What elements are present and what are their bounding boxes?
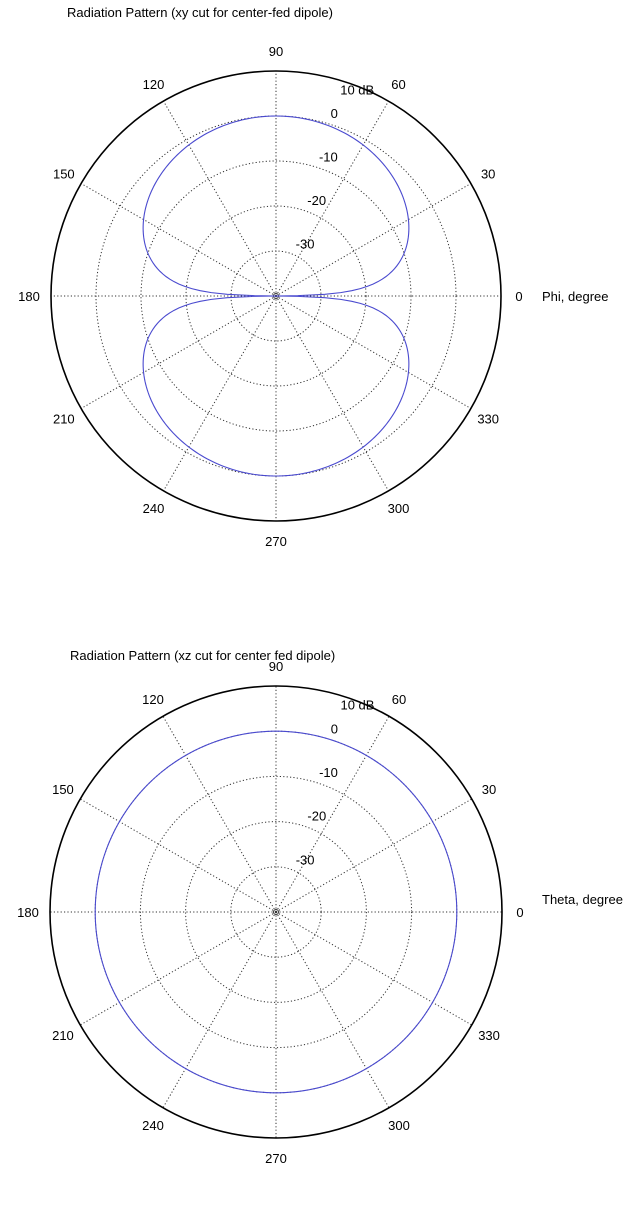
- grid-spoke: [162, 911, 277, 1108]
- grid-spoke: [162, 716, 277, 913]
- grid-ring: [185, 821, 367, 1003]
- radial-tick-label: -30: [296, 237, 315, 252]
- radial-tick-label: -10: [319, 150, 338, 165]
- grid-spoke: [275, 798, 472, 913]
- grid-spoke: [275, 911, 472, 1026]
- grid-ring: [140, 160, 412, 432]
- chart-title: Radiation Pattern (xy cut for center-fed…: [67, 5, 333, 20]
- grid-spoke: [275, 911, 390, 1108]
- pattern-series-line: [94, 730, 458, 1094]
- polar-plot-xz-cut: Radiation Pattern (xz cut for center fed…: [17, 648, 623, 1166]
- grid-spoke: [80, 295, 277, 409]
- angle-tick-label: 210: [52, 1028, 74, 1043]
- angle-axis-label: Theta, degree: [542, 892, 623, 907]
- grid-spoke: [80, 798, 277, 913]
- angle-tick-label: 330: [478, 1028, 500, 1043]
- angle-tick-label: 270: [265, 1151, 287, 1166]
- angle-tick-label: 180: [17, 905, 39, 920]
- angle-tick-label: 60: [391, 77, 405, 92]
- grid-spoke: [275, 100, 389, 297]
- grid-spoke: [275, 295, 389, 492]
- angle-tick-label: 150: [53, 167, 75, 182]
- grid-spoke: [275, 183, 472, 297]
- angle-tick-label: 210: [53, 412, 75, 427]
- angle-tick-label: 0: [516, 905, 523, 920]
- angle-tick-label: 270: [265, 534, 287, 549]
- angle-tick-label: 90: [269, 44, 283, 59]
- angle-tick-label: 150: [52, 782, 74, 797]
- angle-tick-label: 300: [388, 501, 410, 516]
- grid-spoke: [163, 295, 277, 492]
- angle-tick-label: 0: [515, 289, 522, 304]
- angle-tick-label: 240: [142, 1118, 164, 1133]
- outer-ring: [49, 685, 503, 1139]
- radial-tick-label: -10: [319, 765, 338, 780]
- grid-spoke: [163, 100, 277, 297]
- radial-tick-label: -30: [296, 852, 315, 867]
- angle-axis-label: Phi, degree: [542, 289, 609, 304]
- pattern-series-line: [142, 115, 410, 477]
- chart-title: Radiation Pattern (xz cut for center fed…: [70, 648, 335, 663]
- grid-ring: [139, 775, 413, 1049]
- polar-plot-xy-cut: Radiation Pattern (xy cut for center-fed…: [18, 5, 609, 549]
- grid-spoke: [275, 716, 390, 913]
- radial-tick-label: -20: [307, 193, 326, 208]
- angle-tick-label: 240: [143, 501, 165, 516]
- outer-ring: [50, 70, 502, 522]
- radial-tick-label: -20: [307, 809, 326, 824]
- angle-tick-label: 180: [18, 289, 40, 304]
- grid-spoke: [80, 183, 277, 297]
- grid-spoke: [80, 911, 277, 1026]
- angle-tick-label: 30: [482, 782, 496, 797]
- grid-spoke: [275, 295, 472, 409]
- angle-tick-label: 300: [388, 1118, 410, 1133]
- grid-ring: [185, 205, 367, 387]
- radial-tick-label: 10 dB: [340, 698, 374, 713]
- angle-tick-label: 120: [142, 692, 164, 707]
- radial-tick-label: 0: [331, 106, 338, 121]
- angle-tick-label: 330: [477, 412, 499, 427]
- center-marker: [273, 909, 279, 915]
- angle-tick-label: 90: [269, 659, 283, 674]
- angle-tick-label: 30: [481, 167, 495, 182]
- angle-tick-label: 120: [143, 77, 165, 92]
- angle-tick-label: 60: [392, 692, 406, 707]
- radial-tick-label: 0: [331, 721, 338, 736]
- radial-tick-label: 10 dB: [340, 83, 374, 98]
